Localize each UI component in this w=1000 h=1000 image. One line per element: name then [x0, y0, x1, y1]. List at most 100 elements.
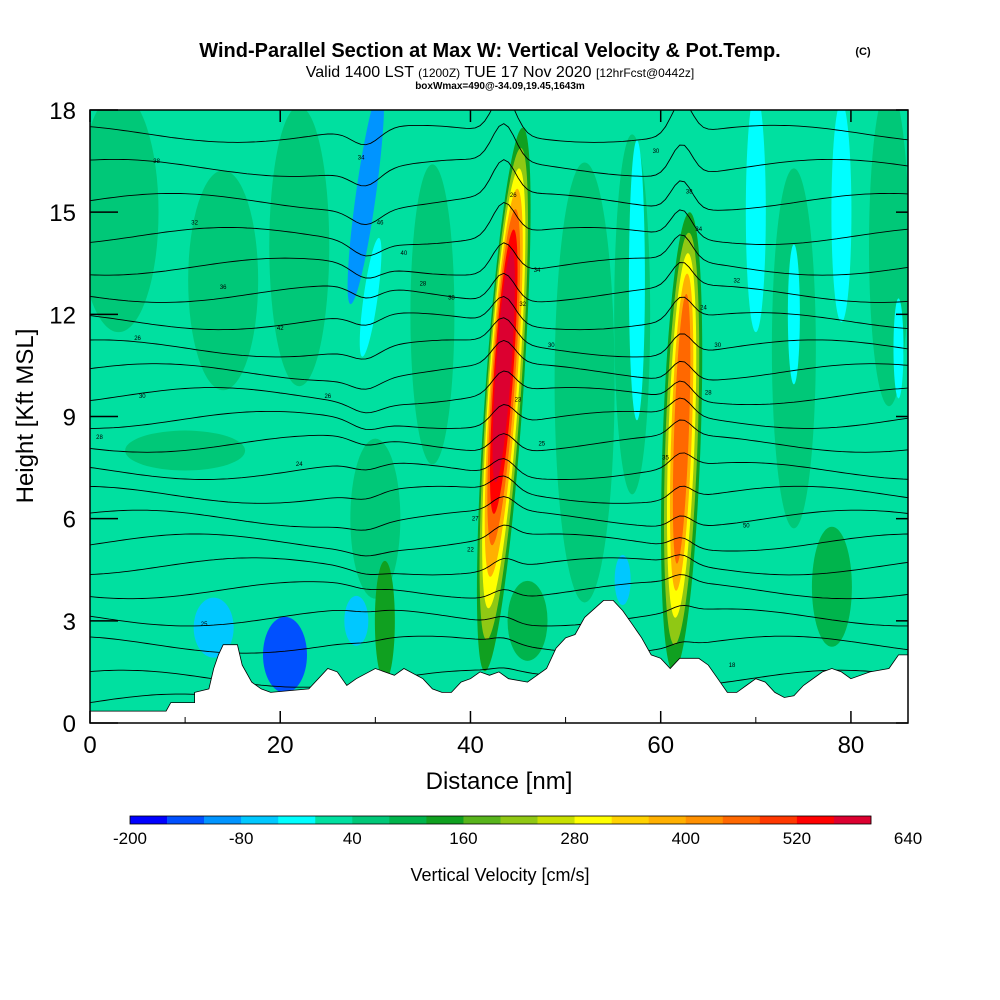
weak-ascent — [188, 170, 259, 391]
chart-subtitle: Valid 1400 LST (1200Z) TUE 17 Nov 2020 [… — [306, 64, 694, 81]
isentrope-label: 26 — [134, 336, 141, 342]
y-tick-label: 12 — [49, 302, 76, 329]
isentrope-label: 26 — [510, 193, 517, 199]
downdraft — [614, 554, 631, 605]
colorbar-tick-label: 400 — [672, 829, 700, 848]
isentrope-label: 38 — [686, 190, 693, 196]
isentrope-label: 32 — [191, 220, 198, 226]
isentrope-line — [90, 110, 908, 146]
isentrope-line — [90, 296, 908, 331]
colorbar-swatch — [241, 816, 279, 824]
chart-title-mark: (C) — [855, 46, 871, 58]
isentrope-line — [90, 574, 908, 600]
colorbar-swatch — [759, 816, 798, 824]
isentrope-line — [90, 475, 908, 504]
y-tick-label: 0 — [63, 711, 76, 738]
isentrope-line — [90, 123, 908, 187]
y-axis-label: Height [Kft MSL] — [12, 329, 39, 504]
isentrope-label: 30 — [653, 149, 660, 155]
isentrope-label: 50 — [743, 523, 750, 529]
isentrope-label: 23 — [515, 397, 522, 403]
colorbar-tick-labels: -200 -80 40 160 280 400 520 640 — [113, 829, 922, 848]
isentrope-label: 28 — [420, 282, 427, 288]
isentrope-label: 30 — [548, 343, 555, 349]
colorbar-tick-label: 40 — [343, 829, 362, 848]
isentrope-line — [90, 604, 908, 627]
isentrope-label: 30 — [714, 343, 721, 349]
isentrope-label: 26 — [324, 394, 331, 400]
isentrope-line — [90, 496, 908, 531]
isentrope-label: 24 — [296, 462, 303, 468]
isentrope-label: 34 — [358, 156, 365, 162]
y-tick-label: 6 — [63, 507, 76, 534]
x-tick-label: 40 — [457, 732, 484, 759]
isentrope-line — [90, 159, 908, 226]
isentrope-label: 25 — [538, 442, 545, 448]
downdraft — [831, 110, 852, 323]
isentrope-line — [90, 452, 908, 480]
isentrope-label: 24 — [700, 306, 707, 312]
isentrope-line — [90, 262, 908, 303]
weak-ascent — [554, 162, 615, 603]
colorbar-tick-label: 160 — [449, 829, 477, 848]
colorbar-label: Vertical Velocity [cm/s] — [410, 865, 589, 885]
colorbar-swatch — [796, 816, 835, 824]
downdraft — [893, 298, 904, 399]
colorbar-swatch — [463, 816, 501, 824]
isentrope-label: 34 — [695, 227, 702, 233]
box-info: boxWmax=490@-34.09,19.45,1643m — [415, 81, 585, 92]
isentrope-label: 28 — [96, 435, 103, 441]
colorbar-swatch — [574, 816, 612, 824]
colorbar-tick-label: 640 — [894, 829, 922, 848]
colorbar-tick-label: 280 — [560, 829, 588, 848]
plot-area: 28 30 38 32 25 36 24 34 46 40 28 38 26 42 22 27 26 34 32 30… — [90, 110, 908, 723]
colorbar-swatch — [278, 816, 316, 824]
colorbar-tick-label: -200 — [113, 829, 147, 848]
chart-title: Wind-Parallel Section at Max W: Vertical… — [199, 40, 780, 62]
isentrope-label: 30 — [139, 394, 146, 400]
isentrope-label: 27 — [472, 517, 479, 523]
isentrope-line — [90, 317, 908, 360]
y-tick-label: 18 — [49, 98, 76, 125]
isentrope-labels: 28 30 38 32 25 36 24 34 46 40 28 38 26 42 22 27 26 34 32 30… — [96, 149, 750, 669]
colorbar-swatch — [611, 816, 649, 824]
colorbar-swatch — [352, 816, 390, 824]
colorbar-swatch — [204, 816, 242, 824]
downdraft — [745, 110, 766, 333]
weak-ascent — [269, 110, 330, 387]
isentrope-label: 38 — [448, 295, 455, 301]
colorbar-tick-label: 520 — [783, 829, 811, 848]
colorbar-tick-label: -80 — [229, 829, 254, 848]
updraft-core — [672, 293, 691, 564]
updraft-core — [495, 270, 513, 451]
x-tick-label: 60 — [647, 732, 674, 759]
isentrope-line — [90, 234, 908, 279]
colorbar-swatch — [315, 816, 353, 824]
colorbar — [129, 815, 872, 825]
isentrope-label: 36 — [220, 285, 227, 291]
colorbar-swatch — [685, 816, 724, 824]
isentrope-line — [90, 419, 908, 453]
isentrope-line — [90, 340, 908, 390]
y-tick-label: 3 — [63, 609, 76, 636]
isentrope-label: 46 — [377, 220, 384, 226]
colorbar-swatch — [130, 816, 168, 824]
isentrope-label: 25 — [201, 622, 208, 628]
isentrope-label: 42 — [277, 326, 284, 332]
isentrope-label: 38 — [153, 159, 160, 165]
weak-ascent — [507, 580, 548, 661]
isentrope-label: 18 — [729, 663, 736, 669]
colorbar-swatch — [833, 816, 872, 824]
downdraft — [344, 595, 369, 646]
colorbar-swatch — [648, 816, 687, 824]
isentrope-line — [90, 370, 908, 414]
colorbar-frame — [129, 815, 872, 825]
isentropes — [90, 110, 908, 713]
isentrope-line — [90, 554, 908, 576]
isentrope-line — [90, 397, 908, 431]
x-tick-label: 80 — [838, 732, 865, 759]
velocity-field — [90, 110, 908, 693]
isentrope-label: 35 — [662, 455, 669, 461]
colorbar-swatch — [426, 816, 464, 824]
isentrope-label: 32 — [733, 278, 740, 284]
